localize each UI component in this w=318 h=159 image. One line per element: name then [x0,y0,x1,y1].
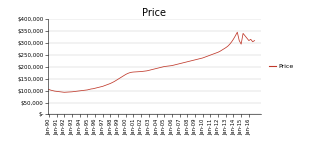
Price [145,70,149,72]
Line: Price: Price [49,32,255,92]
Price [212,53,216,55]
Price [226,45,230,47]
Price [253,40,257,41]
Title: Price: Price [142,8,166,18]
Price [235,31,239,33]
Price [70,91,74,93]
Price [47,88,51,90]
Price [230,41,233,43]
Price [62,91,66,93]
Price [81,89,85,91]
Legend: Price: Price [266,62,296,72]
